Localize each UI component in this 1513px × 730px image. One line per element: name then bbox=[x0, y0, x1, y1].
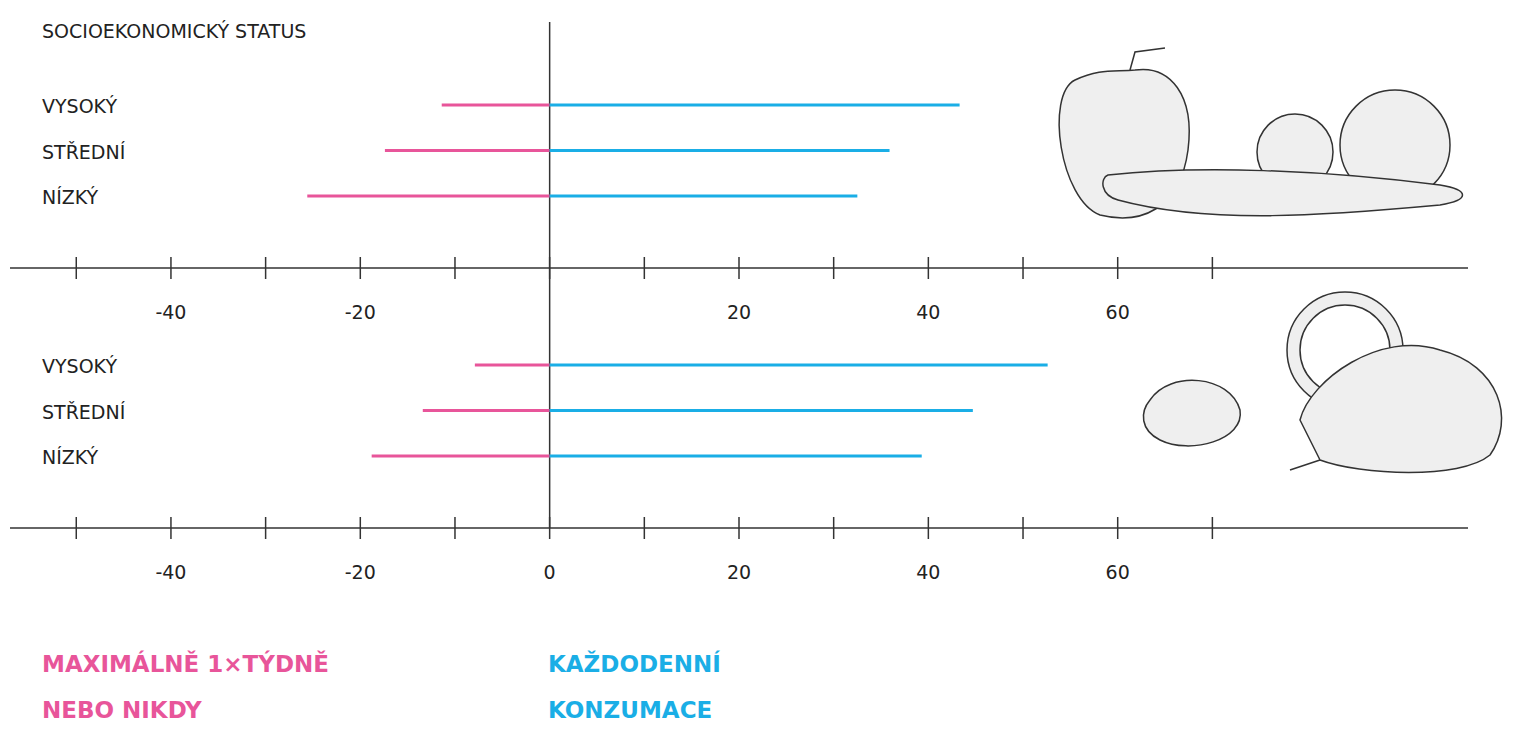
bar bbox=[423, 409, 550, 412]
bar bbox=[372, 455, 550, 458]
bar bbox=[385, 149, 550, 152]
panel: SOCIOEKONOMICKÝ STATUS -40 -20 20 40 60 VYSOKÝ… bbox=[10, 20, 1468, 323]
category-label: VYSOKÝ bbox=[42, 355, 117, 377]
tick bbox=[738, 257, 740, 279]
tick bbox=[360, 517, 362, 539]
legend-line: MAXIMÁLNĚ 1×TÝDNĚ bbox=[42, 650, 329, 677]
tick bbox=[1117, 517, 1119, 539]
category-label: NÍZKÝ bbox=[42, 446, 99, 468]
tick-label: 60 bbox=[1106, 301, 1130, 323]
tick bbox=[170, 257, 172, 279]
legend-entry: KAŽDODENNÍ KONZUMACE bbox=[548, 650, 721, 723]
bar bbox=[307, 195, 549, 198]
tick bbox=[1117, 257, 1119, 279]
panel: -40 -20 0 20 40 60 VYSOKÝ STŘEDNÍ NÍZKÝ bbox=[10, 268, 1468, 583]
tick bbox=[1022, 517, 1024, 539]
tick bbox=[928, 257, 930, 279]
tick-label: 20 bbox=[727, 561, 751, 583]
category-label: VYSOKÝ bbox=[42, 95, 117, 117]
chart-title: SOCIOEKONOMICKÝ STATUS bbox=[42, 20, 306, 42]
tick bbox=[76, 517, 78, 539]
legend-line: KONZUMACE bbox=[548, 697, 712, 723]
tick-label: 40 bbox=[916, 561, 940, 583]
bar bbox=[550, 149, 890, 152]
tick bbox=[1022, 257, 1024, 279]
icon-pepper-stem bbox=[1130, 48, 1165, 70]
tick bbox=[833, 257, 835, 279]
legend-line: NEBO NIKDY bbox=[42, 697, 202, 723]
tick bbox=[265, 257, 267, 279]
tick bbox=[360, 257, 362, 279]
icon-carrot bbox=[1103, 170, 1463, 216]
bar bbox=[550, 104, 960, 107]
chart: SOCIOEKONOMICKÝ STATUS -40 -20 20 40 60 VYSOKÝ… bbox=[0, 0, 1513, 730]
bar bbox=[550, 195, 858, 198]
tick bbox=[265, 517, 267, 539]
category-label: STŘEDNÍ bbox=[42, 141, 126, 163]
tick bbox=[833, 517, 835, 539]
tick bbox=[549, 517, 551, 539]
tick bbox=[454, 257, 456, 279]
tick-label: 40 bbox=[916, 301, 940, 323]
bar bbox=[550, 455, 922, 458]
bar bbox=[442, 104, 550, 107]
tick bbox=[170, 517, 172, 539]
tick bbox=[644, 517, 646, 539]
bar bbox=[550, 364, 1048, 367]
tick-label: 0 bbox=[544, 561, 556, 583]
bar bbox=[475, 364, 550, 367]
zero-line bbox=[549, 268, 551, 528]
icon-pear bbox=[1300, 345, 1502, 472]
icons bbox=[1059, 48, 1501, 473]
tick-label: -20 bbox=[345, 561, 376, 583]
tick-label: -40 bbox=[155, 561, 186, 583]
tick-label: 60 bbox=[1106, 561, 1130, 583]
tick bbox=[454, 517, 456, 539]
bars bbox=[307, 104, 959, 198]
legend-line: KAŽDODENNÍ bbox=[548, 650, 721, 677]
category-label: NÍZKÝ bbox=[42, 186, 99, 208]
bar bbox=[550, 409, 973, 412]
tick-label: -20 bbox=[345, 301, 376, 323]
tick bbox=[1212, 517, 1214, 539]
tick bbox=[644, 257, 646, 279]
tick bbox=[928, 517, 930, 539]
tick bbox=[1212, 257, 1214, 279]
bars bbox=[372, 364, 1048, 458]
tick-label: 20 bbox=[727, 301, 751, 323]
legend-entry: MAXIMÁLNĚ 1×TÝDNĚ NEBO NIKDY bbox=[42, 650, 329, 723]
tick bbox=[738, 517, 740, 539]
tick bbox=[76, 257, 78, 279]
icon-strawberry bbox=[1143, 380, 1240, 446]
icon-pear-stem bbox=[1290, 460, 1320, 470]
category-label: STŘEDNÍ bbox=[42, 401, 126, 423]
tick-label: -40 bbox=[155, 301, 186, 323]
zero-line bbox=[549, 22, 551, 268]
